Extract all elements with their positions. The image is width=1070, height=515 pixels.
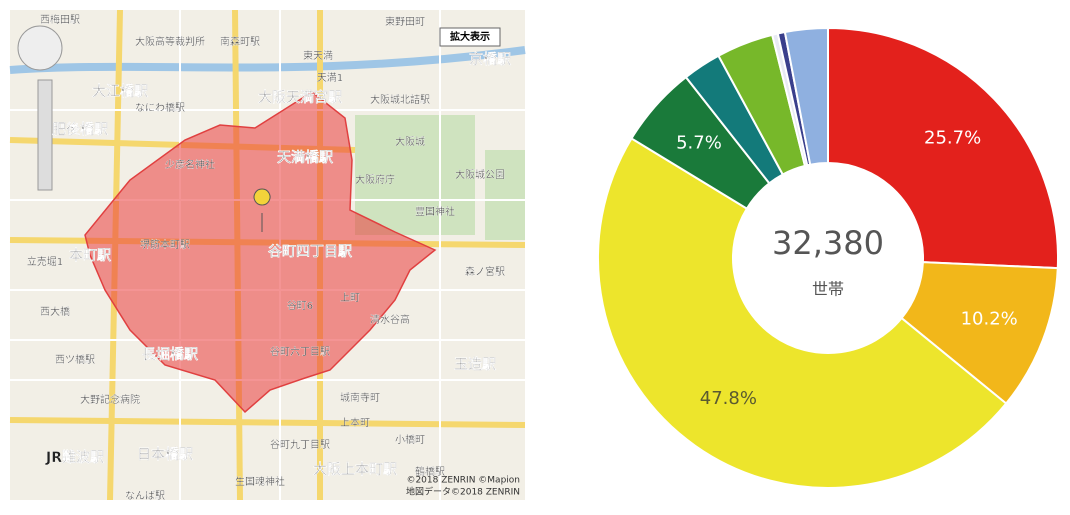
donut-slice	[783, 26, 829, 166]
value-label: 10.2%	[961, 308, 1018, 329]
map-label: 立売堀1	[27, 255, 63, 268]
map-label: 大阪天満宮駅	[258, 89, 343, 106]
park	[485, 150, 525, 240]
donut-chart: 25.7% 10.2% 47.8% 5.7% 32,380 世帯	[596, 26, 1059, 490]
map-label: 西梅田駅	[40, 13, 80, 26]
map-label: JR難波駅	[45, 449, 105, 466]
map-label: 東野田町	[385, 15, 425, 28]
pan-control[interactable]	[17, 25, 63, 71]
map-label: 大江橋駅	[92, 83, 149, 100]
map-label: なにわ橋駅	[135, 101, 185, 114]
map-label: 大阪高等裁判所	[135, 35, 205, 48]
map-label: 豊国神社	[415, 205, 455, 218]
map-label: 京橋駅	[469, 51, 512, 68]
copyright: ©2018 ZENRIN ©Mapion	[406, 476, 520, 486]
map-label: 森ノ宮駅	[465, 265, 505, 278]
map-label: 大阪城北詰駅	[370, 93, 430, 106]
map-label: 清水谷高	[370, 313, 410, 326]
map-label: 上町	[340, 292, 360, 304]
zoom-button-label[interactable]: 拡大表示	[450, 30, 490, 43]
donut-slice	[827, 26, 1059, 270]
map-label: 大阪上本町駅	[313, 461, 398, 478]
zoom-slider[interactable]	[37, 79, 53, 191]
map-label: 谷町四丁目駅	[268, 244, 353, 260]
donut-slice	[596, 137, 1008, 490]
map-label: なんば駅	[125, 490, 165, 502]
map-label: 小橋町	[395, 433, 425, 446]
map-label: 谷町6	[287, 300, 313, 312]
map-label: 上本町	[340, 416, 370, 429]
map-label: 西大橋	[40, 305, 70, 318]
map-label: 大野記念病院	[80, 393, 140, 406]
trade-area	[84, 91, 437, 414]
value-label: 5.7%	[676, 133, 722, 154]
map-label: 生国魂神社	[235, 475, 285, 488]
map-label: 西ツ橋駅	[55, 353, 95, 366]
copyright: 地図データ©2018 ZENRIN	[406, 486, 520, 498]
map-label: 肥後橋駅	[52, 121, 109, 138]
map-label: 東天満	[303, 49, 333, 62]
value-label: 47.8%	[700, 388, 757, 409]
map-label: 大阪城	[395, 135, 425, 148]
map-label: 天満橋駅	[277, 149, 334, 166]
center-label: 世帯	[812, 280, 844, 299]
map[interactable]: 拡大表示 ©2018 ZENRIN ©Mapion 地図データ©2018 ZEN…	[9, 9, 526, 502]
map-label: 南森町駅	[220, 35, 260, 48]
location-pin	[253, 188, 271, 232]
map-label: 本町駅	[69, 247, 112, 264]
map-label: 大阪府庁	[355, 173, 395, 186]
center-value: 32,380	[772, 224, 884, 262]
map-label: 城南寺町	[340, 391, 380, 404]
map-label: 少彦名神社	[165, 158, 215, 171]
map-label: 堺筋本町駅	[140, 238, 190, 251]
map-label: 鶴橋駅	[415, 465, 445, 478]
map-label: 日本橋駅	[137, 446, 194, 463]
park	[355, 115, 475, 235]
map-label: 玉造駅	[454, 356, 497, 373]
map-label: 谷町九丁目駅	[270, 439, 330, 451]
value-label: 25.7%	[924, 128, 981, 149]
map-label: 天満1	[317, 72, 343, 84]
map-label: 長堀橋駅	[142, 346, 199, 363]
zoom-button[interactable]	[439, 27, 501, 47]
map-label: 大阪城公園	[455, 168, 505, 181]
map-label: 谷町六丁目駅	[270, 346, 330, 358]
